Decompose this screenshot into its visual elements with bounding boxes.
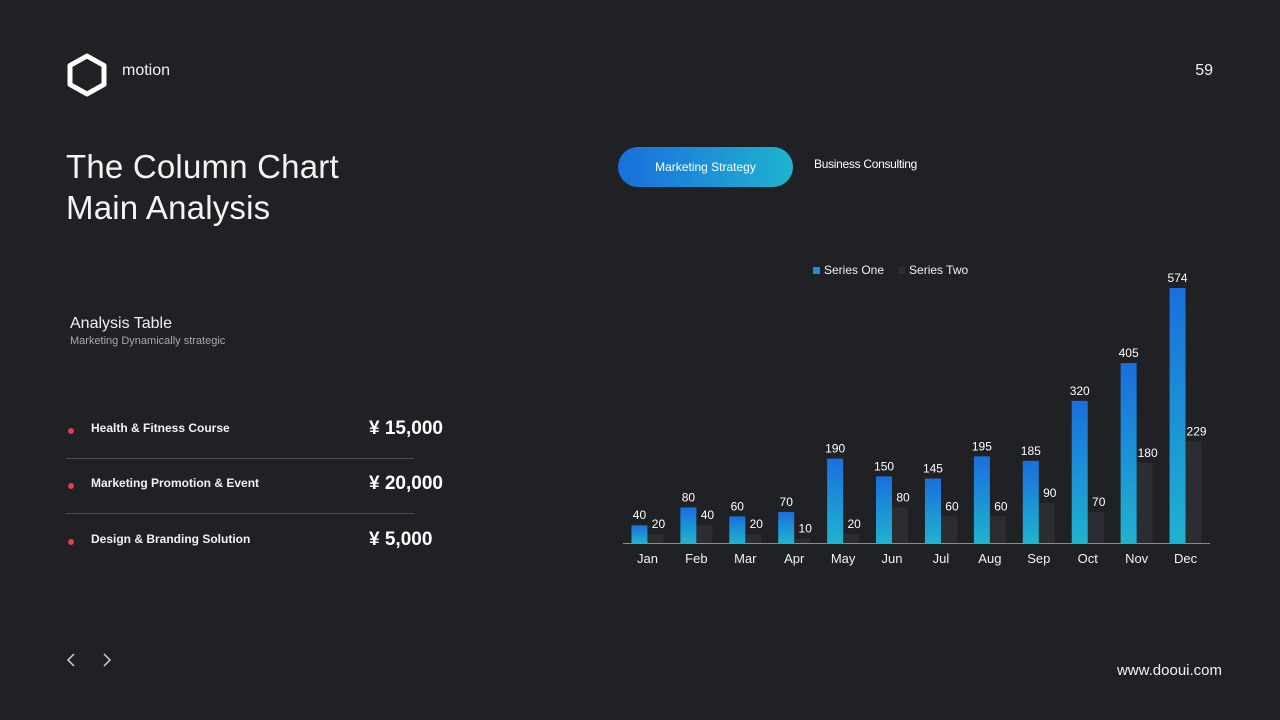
hexagon-logo-icon <box>67 53 107 97</box>
bar-series-two <box>989 516 1006 543</box>
data-label-series-one: 145 <box>923 462 943 476</box>
legend-label-series-two: Series Two <box>909 263 969 277</box>
bar-series-one <box>876 476 893 543</box>
bar-series-two <box>940 516 957 543</box>
data-label-series-two: 60 <box>945 499 959 513</box>
data-label-series-two: 20 <box>652 517 666 531</box>
tab-business-consulting[interactable]: Business Consulting <box>814 157 918 171</box>
row-label: Design & Branding Solution <box>91 532 251 546</box>
data-label-series-two: 90 <box>1043 486 1057 500</box>
legend-item-series-one: Series One <box>813 263 884 277</box>
analysis-table-title: Analysis Table <box>70 315 172 332</box>
x-tick-label: Jun <box>882 551 903 566</box>
legend-swatch-series-two <box>898 266 906 274</box>
row-price: ¥ 5,000 <box>369 529 433 550</box>
x-tick-label: Jul <box>933 551 950 566</box>
data-label-series-one: 190 <box>825 442 845 456</box>
data-label-series-two: 229 <box>1187 424 1207 438</box>
x-tick-label: Oct <box>1078 551 1099 566</box>
bar-series-two <box>892 507 909 543</box>
data-label-series-one: 60 <box>731 499 745 513</box>
bar-series-one <box>1169 288 1186 543</box>
analysis-table-subtitle: Marketing Dynamically strategic <box>70 335 226 347</box>
x-tick-label: Nov <box>1125 551 1149 566</box>
bar-series-two <box>1038 503 1055 543</box>
footer-url[interactable]: www.dooui.com <box>1116 662 1222 679</box>
row-price: ¥ 15,000 <box>369 418 443 439</box>
data-label-series-one: 195 <box>972 439 992 453</box>
x-tick-label: Feb <box>685 551 707 566</box>
data-label-series-one: 40 <box>633 508 647 522</box>
x-tick-label: Jan <box>637 551 658 566</box>
data-label-series-one: 574 <box>1168 271 1188 285</box>
bar-series-one <box>1071 400 1088 543</box>
table-row: Design & Branding Solution ¥ 5,000 <box>66 529 432 585</box>
data-label-series-two: 20 <box>750 517 764 531</box>
data-label-series-two: 80 <box>896 490 910 504</box>
data-label-series-one: 150 <box>874 459 894 473</box>
data-label-series-one: 320 <box>1070 384 1090 398</box>
chevron-right-icon[interactable] <box>100 650 114 670</box>
data-label-series-two: 70 <box>1092 495 1106 509</box>
bar-series-one <box>680 507 697 543</box>
bar-series-one <box>973 456 990 543</box>
x-tick-label: Apr <box>784 551 805 566</box>
row-label: Marketing Promotion & Event <box>91 476 260 490</box>
x-tick-label: Sep <box>1027 551 1050 566</box>
bar-series-one <box>1022 460 1039 543</box>
table-row: Marketing Promotion & Event ¥ 20,000 <box>66 473 443 529</box>
analysis-table-header: Analysis Table Marketing Dynamically str… <box>70 315 225 347</box>
row-divider <box>66 458 414 459</box>
legend-item-series-two: Series Two <box>898 263 968 277</box>
bar-series-two <box>843 534 860 543</box>
legend-label-series-one: Series One <box>824 263 885 277</box>
data-label-series-two: 40 <box>701 508 715 522</box>
bar-series-two <box>647 534 664 543</box>
legend-swatch-series-one <box>813 266 820 274</box>
page-title: The Column Chart Main Analysis <box>66 146 339 228</box>
tab-marketing-strategy[interactable]: Marketing Strategy <box>618 147 793 187</box>
data-label-series-one: 70 <box>780 495 794 509</box>
bar-series-one <box>827 458 844 543</box>
bar-series-one <box>631 525 648 543</box>
bar-series-one <box>729 516 746 543</box>
bar-series-one <box>1120 363 1137 543</box>
data-label-series-two: 10 <box>799 522 813 536</box>
x-tick-label: Mar <box>734 551 757 566</box>
table-row: Health & Fitness Course ¥ 15,000 <box>66 418 443 474</box>
chevron-left-icon[interactable] <box>64 650 78 670</box>
bar-series-one <box>924 478 941 543</box>
x-tick-label: Aug <box>978 551 1001 566</box>
row-label: Health & Fitness Course <box>91 421 230 435</box>
bar-series-two <box>696 525 713 543</box>
page-number: 59 <box>1195 62 1213 79</box>
x-tick-label: Dec <box>1174 551 1198 566</box>
chart-legend: Series One Series Two <box>813 263 968 277</box>
bar-series-two <box>794 538 811 543</box>
title-line-2: Main Analysis <box>66 189 271 226</box>
bullet-icon <box>68 483 74 489</box>
brand-name: motion <box>122 62 171 79</box>
row-price: ¥ 20,000 <box>369 473 443 494</box>
bar-series-two <box>745 534 762 543</box>
bar-series-two <box>1087 511 1104 543</box>
data-label-series-two: 180 <box>1138 446 1158 460</box>
x-tick-label: May <box>831 551 856 566</box>
data-label-series-one: 405 <box>1119 346 1139 360</box>
bar-series-two <box>1185 441 1202 543</box>
data-label-series-one: 80 <box>682 490 696 504</box>
title-line-1: The Column Chart <box>66 148 339 185</box>
bullet-icon <box>68 428 74 434</box>
data-label-series-two: 20 <box>847 517 861 531</box>
data-label-series-two: 60 <box>994 499 1008 513</box>
bar-series-one <box>778 511 795 543</box>
bullet-icon <box>68 539 74 545</box>
data-label-series-one: 185 <box>1021 444 1041 458</box>
row-divider <box>66 513 414 514</box>
bar-series-two <box>1136 463 1153 543</box>
